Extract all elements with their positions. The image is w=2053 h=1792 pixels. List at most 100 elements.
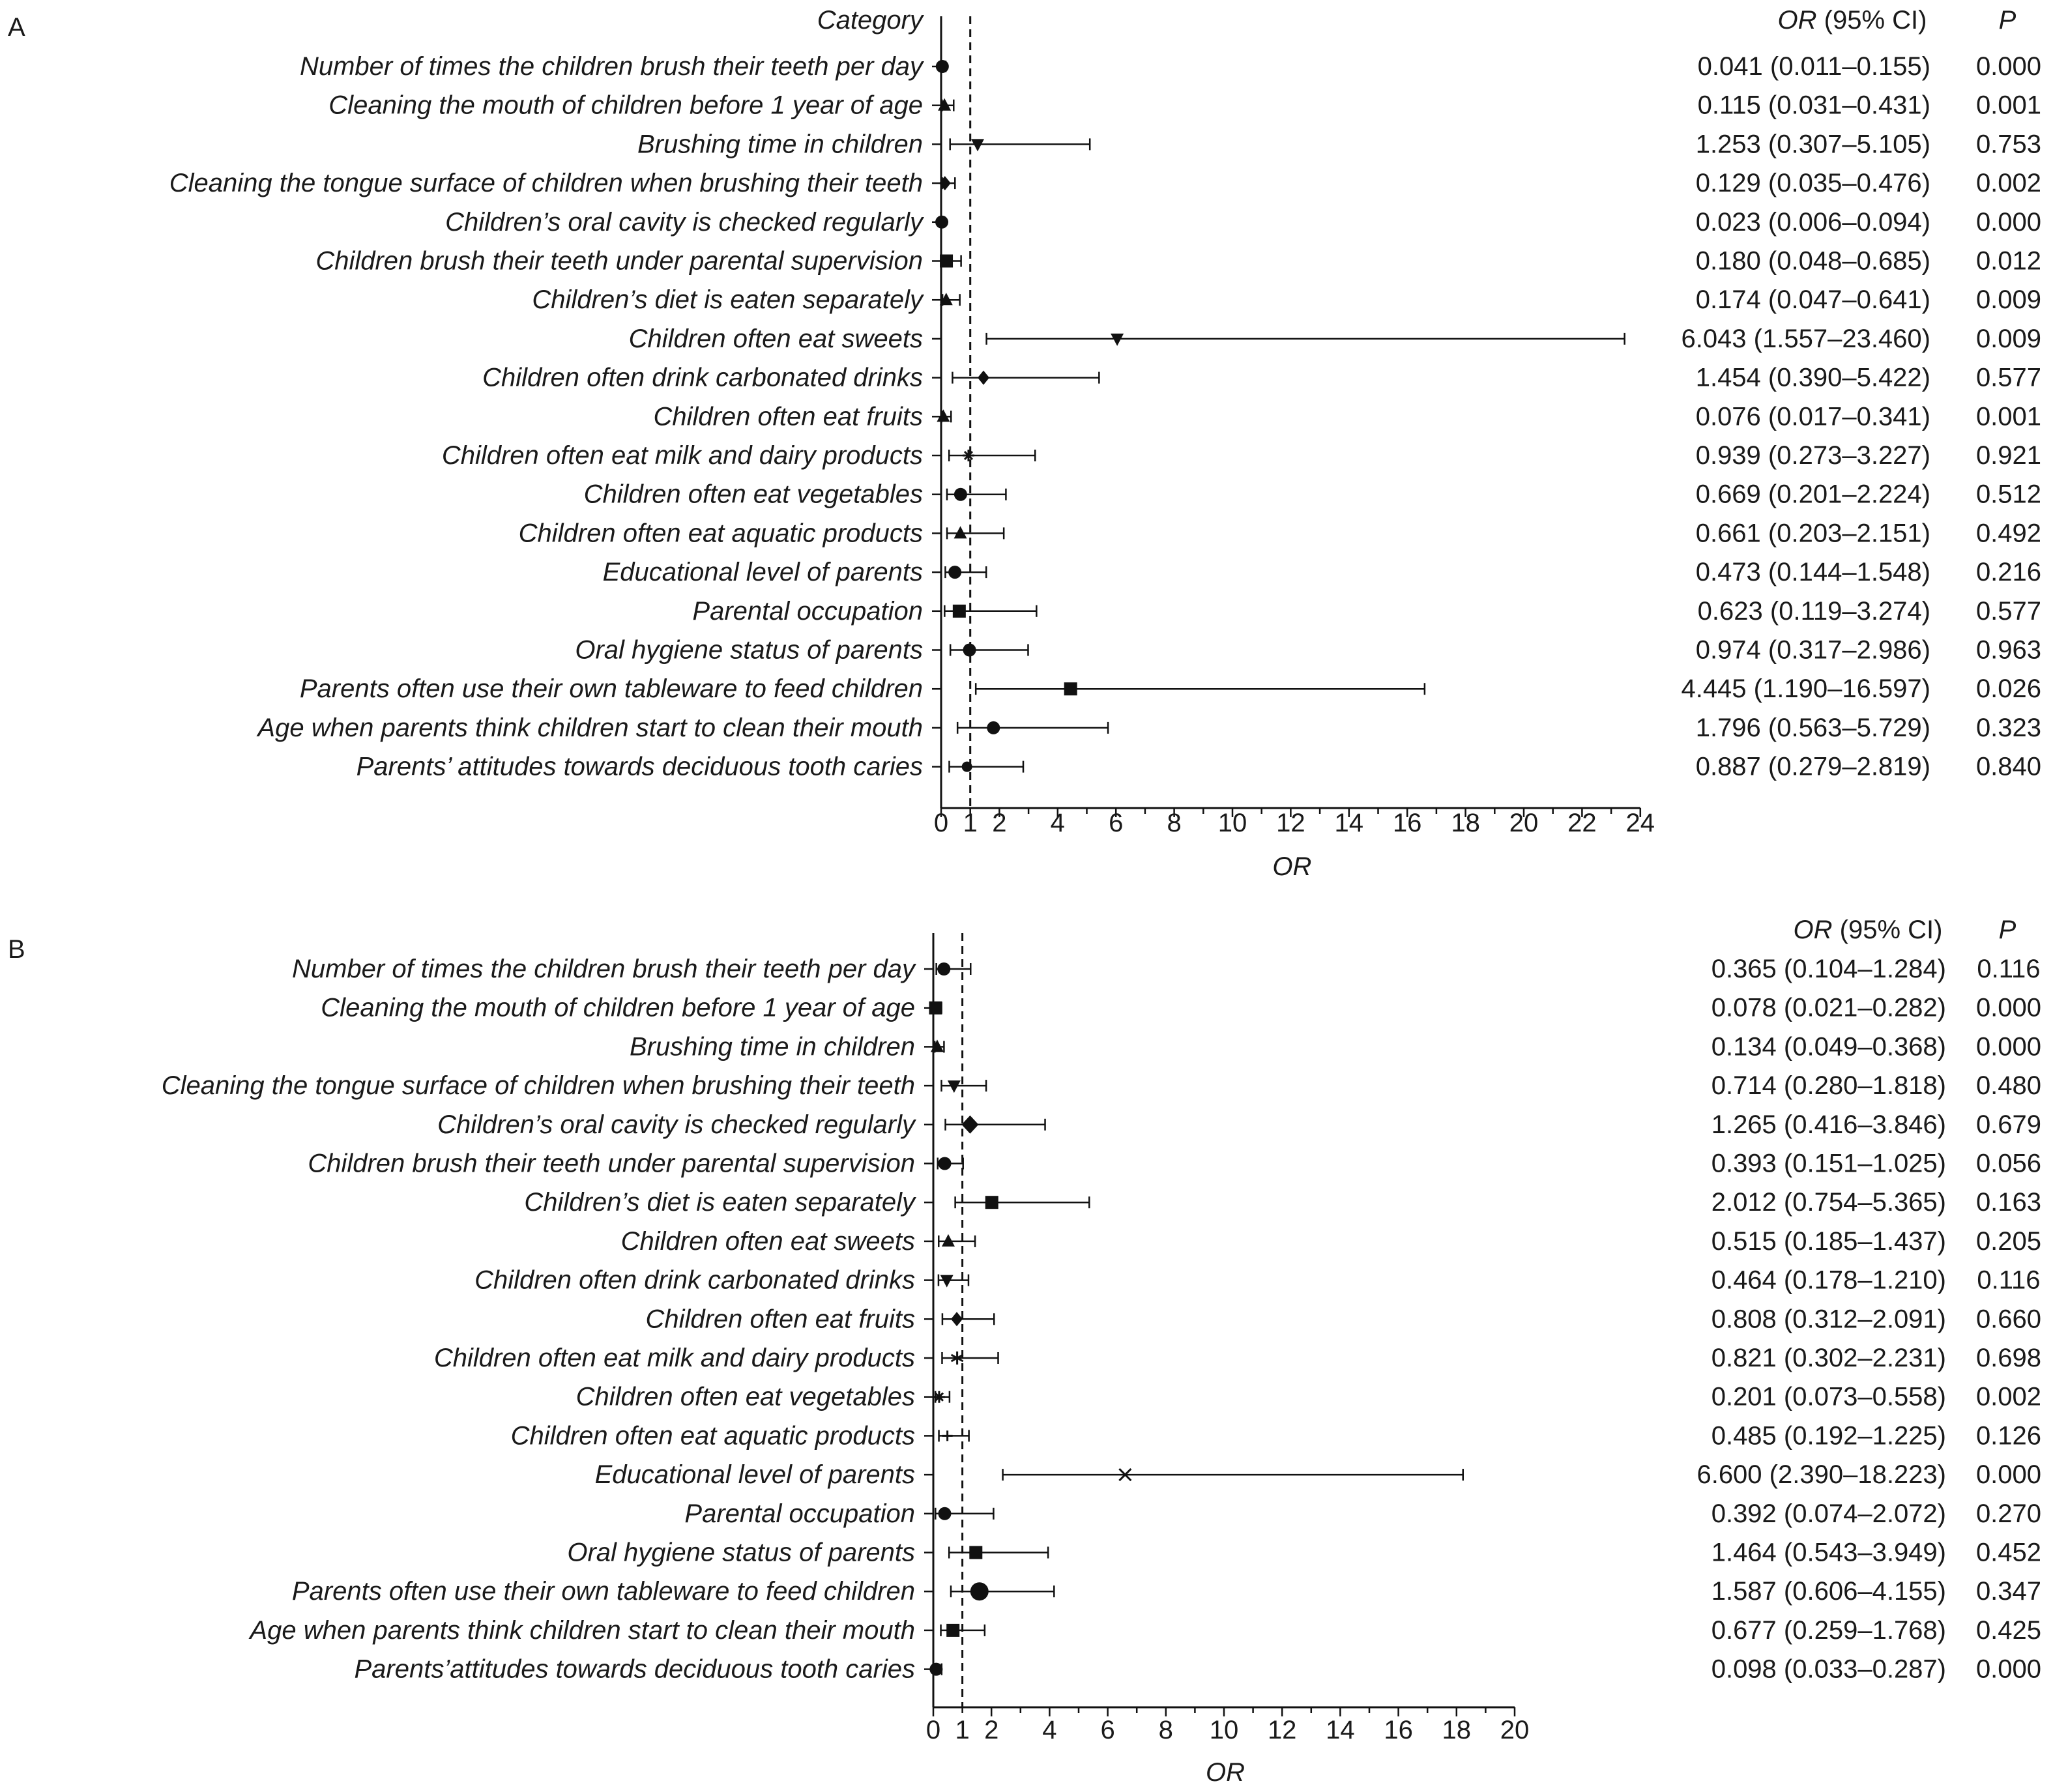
p-value: 0.026 xyxy=(1976,674,2041,703)
forest-row: Parents often use their own tableware to… xyxy=(292,1577,2041,1606)
row-label: Cleaning the mouth of children before 1 … xyxy=(328,91,923,120)
or-ci-value: 0.098 (0.033–0.287) xyxy=(1711,1655,1946,1684)
x-tick-label: 1 xyxy=(955,1716,969,1744)
marker-square xyxy=(969,1546,983,1559)
forest-row: Number of times the children brush their… xyxy=(292,955,2041,983)
ci-header-text: (95% CI) xyxy=(1833,916,1943,944)
marker-square xyxy=(985,1196,998,1209)
row-label: Children often eat vegetables xyxy=(576,1383,915,1411)
p-value: 0.840 xyxy=(1976,753,2041,781)
x-axis-label: OR xyxy=(1206,1758,1245,1787)
p-header: P xyxy=(1999,6,2017,35)
x-tick-label: 12 xyxy=(1276,809,1305,837)
row-label: Parents often use their own tableware to… xyxy=(292,1577,915,1606)
forest-row: Children often drink carbonated drinks 0.… xyxy=(474,1266,2041,1295)
or-ci-value: 1.265 (0.416–3.846) xyxy=(1711,1110,1946,1139)
p-value: 0.000 xyxy=(1976,208,2041,237)
row-label: Children’s oral cavity is checked regula… xyxy=(437,1110,917,1139)
or-ci-value: 4.445 (1.190–16.597) xyxy=(1681,674,1930,703)
marker-diamond xyxy=(951,1312,963,1327)
row-label: Number of times the children brush their… xyxy=(292,955,917,983)
p-value: 0.126 xyxy=(1976,1421,2041,1450)
x-tick-label: 16 xyxy=(1393,809,1422,837)
or-ci-value: 0.623 (0.119–3.274) xyxy=(1698,597,1930,626)
row-label: Educational level of parents xyxy=(595,1460,915,1489)
p-value: 0.000 xyxy=(1976,1032,2041,1061)
p-value: 0.425 xyxy=(1976,1616,2041,1645)
row-label: Oral hygiene status of parents xyxy=(575,636,923,665)
marker-triangle-up xyxy=(938,98,952,111)
row-label: Children’s diet is eaten separately xyxy=(524,1188,917,1217)
p-value: 0.512 xyxy=(1976,480,2041,509)
marker-circle xyxy=(929,1662,943,1676)
forest-row: Cleaning the tongue surface of children … xyxy=(169,169,2041,197)
or-ci-value: 0.821 (0.302–2.231) xyxy=(1711,1344,1946,1372)
x-tick-label: 2 xyxy=(984,1716,998,1744)
row-label: Children often eat milk and dairy produc… xyxy=(434,1344,915,1372)
or-ci-value: 1.796 (0.563–5.729) xyxy=(1696,714,1930,742)
p-value: 0.679 xyxy=(1976,1110,2041,1139)
x-tick-label: 4 xyxy=(1051,809,1065,837)
or-ci-value: 6.043 (1.557–23.460) xyxy=(1681,325,1930,353)
marker-circle xyxy=(935,60,949,73)
p-value: 0.698 xyxy=(1976,1344,2041,1372)
ci-header-text: (95% CI) xyxy=(1817,6,1927,35)
marker-square xyxy=(940,254,954,268)
marker-circle xyxy=(987,721,1000,734)
row-label: Children often drink carbonated drinks xyxy=(474,1266,915,1295)
p-value: 0.002 xyxy=(1976,169,2041,197)
marker-triangle-down xyxy=(1111,333,1124,346)
marker-circle xyxy=(963,643,976,657)
marker-diamond xyxy=(939,176,951,191)
or-ci-value: 0.669 (0.201–2.224) xyxy=(1696,480,1930,509)
x-tick-label: 18 xyxy=(1442,1716,1472,1744)
marker-circle xyxy=(937,962,951,975)
x-tick-label: 22 xyxy=(1567,809,1597,837)
forest-panel-a: A Category OR (95% CI) P0 1 2 4 6 8 10 12 14 16 18 20 2… xyxy=(8,6,2041,881)
x-tick-label: 10 xyxy=(1210,1716,1239,1744)
marker-circle xyxy=(938,1507,952,1520)
forest-row: Children’s diet is eaten separately 2.012… xyxy=(524,1188,2041,1217)
or-ci-header: OR (95% CI) xyxy=(1778,6,1927,35)
row-label: Children often eat aquatic products xyxy=(519,519,923,547)
or-ci-value: 2.012 (0.754–5.365) xyxy=(1711,1188,1946,1217)
or-ci-value: 0.808 (0.312–2.091) xyxy=(1711,1305,1946,1333)
or-ci-value: 0.115 (0.031–0.431) xyxy=(1698,91,1930,120)
row-label: Children often drink carbonated drinks xyxy=(482,364,923,392)
p-value: 0.323 xyxy=(1976,714,2041,742)
forest-row: Children often eat milk and dairy produc… xyxy=(442,441,2041,470)
or-ci-value: 0.661 (0.203–2.151) xyxy=(1696,519,1930,547)
p-value: 0.963 xyxy=(1976,636,2041,665)
forest-row: Oral hygiene status of parents 0.974 (0.3… xyxy=(575,636,2041,665)
or-ci-value: 0.076 (0.017–0.341) xyxy=(1696,402,1930,431)
marker-circle xyxy=(970,1582,989,1601)
x-tick-label: 14 xyxy=(1335,809,1364,837)
or-ci-value: 0.515 (0.185–1.437) xyxy=(1711,1227,1946,1256)
row-label: Children often eat fruits xyxy=(653,402,923,431)
forest-row: Parental occupation 0.623 (0.119–3.274) 0.… xyxy=(692,597,2041,626)
or-ci-value: 0.041 (0.011–0.155) xyxy=(1698,52,1930,81)
p-header: P xyxy=(1999,916,2017,944)
x-tick-label: 24 xyxy=(1626,809,1655,837)
x-tick-label: 6 xyxy=(1100,1716,1114,1744)
marker-square xyxy=(1064,682,1077,696)
or-ci-value: 0.134 (0.049–0.368) xyxy=(1711,1032,1946,1061)
row-label: Brushing time in children xyxy=(637,130,923,158)
or-ci-value: 0.677 (0.259–1.768) xyxy=(1711,1616,1946,1645)
forest-row: Children often drink carbonated drinks 1.… xyxy=(482,364,2041,392)
or-ci-value: 0.939 (0.273–3.227) xyxy=(1696,441,1930,470)
x-tick-label: 4 xyxy=(1042,1716,1056,1744)
x-tick-label: 2 xyxy=(992,809,1006,837)
marker-cross xyxy=(1118,1468,1132,1482)
marker-triangle-up xyxy=(954,526,967,539)
marker-triangle-up xyxy=(930,1039,944,1052)
panel-label: A xyxy=(8,13,25,42)
x-tick-label: 8 xyxy=(1167,809,1181,837)
forest-row: Number of times the children brush their… xyxy=(300,52,2041,81)
p-value: 0.001 xyxy=(1976,91,2041,120)
marker-circle xyxy=(954,487,967,501)
marker-triangle-up xyxy=(939,293,953,306)
row-label: Age when parents think children start to… xyxy=(248,1616,915,1645)
x-tick-label: 1 xyxy=(963,809,978,837)
forest-row: Children brush their teeth under parenta… xyxy=(308,1149,2041,1178)
